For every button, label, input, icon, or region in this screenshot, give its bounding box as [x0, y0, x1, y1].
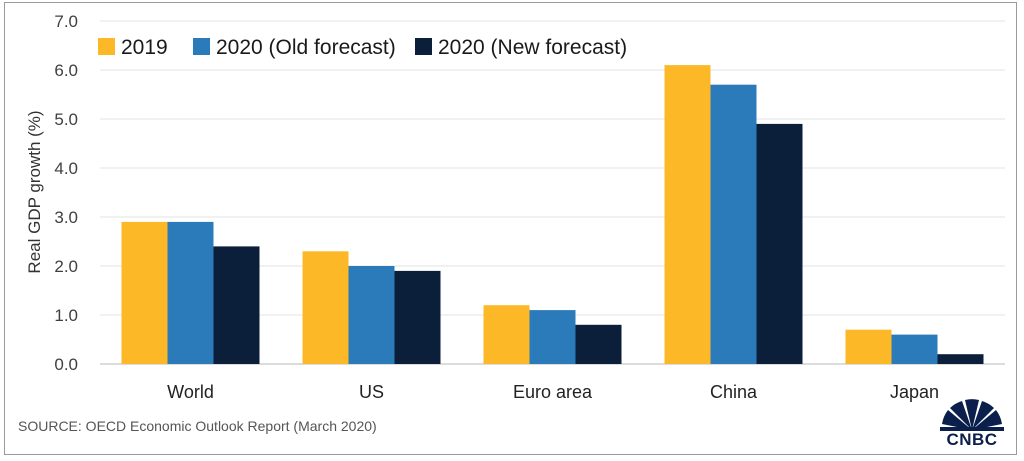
x-category-label: Japan: [890, 382, 939, 402]
bar-world-series-1: [167, 221, 214, 364]
x-category-label: China: [710, 382, 758, 402]
bars: [121, 65, 984, 365]
bar-euro-area-series-1: [529, 310, 576, 364]
y-tick-label: 1.0: [54, 306, 78, 325]
chart-frame: [4, 2, 1017, 455]
source-note: SOURCE: OECD Economic Outlook Report (Ma…: [18, 418, 377, 434]
x-axis-categories: World US Euro area China Japan: [167, 382, 939, 402]
bar-euro-area-series-0: [483, 305, 530, 364]
bar-japan-series-0: [845, 329, 892, 364]
bar-euro-area-series-2: [575, 324, 622, 364]
bar-china-series-1: [710, 84, 757, 364]
y-axis-ticks: 0.0 1.0 2.0 3.0 4.0 5.0 6.0 7.0: [54, 12, 78, 374]
y-tick-label: 7.0: [54, 12, 78, 31]
y-tick-label: 4.0: [54, 159, 78, 178]
y-tick-label: 0.0: [54, 355, 78, 374]
bar-world-series-2: [213, 246, 260, 364]
bar-world-series-0: [121, 221, 168, 364]
y-tick-label: 2.0: [54, 257, 78, 276]
x-category-label: US: [359, 382, 384, 402]
x-category-label: World: [167, 382, 214, 402]
legend-label: 2019: [121, 36, 168, 59]
y-tick-label: 3.0: [54, 208, 78, 227]
legend-swatch: [415, 38, 432, 55]
bar-japan-series-1: [891, 334, 938, 364]
legend-label: 2020 (New forecast): [438, 36, 627, 59]
bar-us-series-2: [394, 270, 441, 364]
legend-swatch: [193, 38, 210, 55]
cnbc-peacock-logo: [940, 399, 1004, 431]
legend: 2019 2020 (Old forecast) 2020 (New forecas…: [98, 36, 627, 59]
bar-china-series-2: [756, 123, 803, 365]
bar-us-series-0: [302, 251, 349, 364]
cnbc-logo-text: CNBC: [946, 430, 998, 449]
bar-japan-series-2: [937, 354, 984, 364]
bar-china-series-0: [664, 65, 711, 364]
y-tick-label: 5.0: [54, 110, 78, 129]
y-axis-label: Real GDP growth (%): [25, 110, 44, 273]
bar-us-series-1: [348, 266, 395, 364]
legend-swatch: [98, 38, 115, 55]
x-category-label: Euro area: [513, 382, 593, 402]
legend-label: 2020 (Old forecast): [216, 36, 396, 59]
y-tick-label: 6.0: [54, 61, 78, 80]
